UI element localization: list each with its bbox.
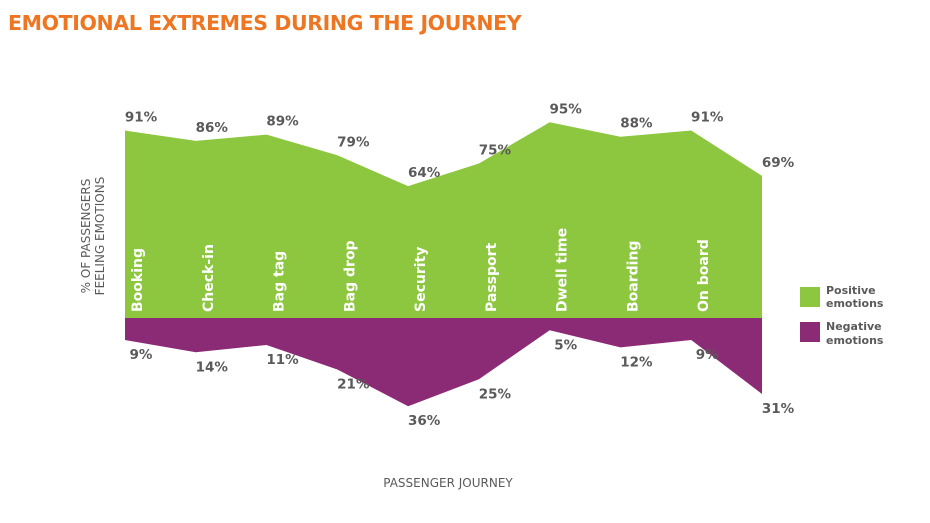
negative-value-label: 11%: [266, 352, 299, 368]
positive-value-label: 69%: [762, 155, 795, 171]
axis-labels: % OF PASSENGERS FEELING EMOTIONS PASSENG…: [79, 177, 513, 490]
stage-labels: Booking Check-in Bag tag Bag drop Security Pa…: [130, 201, 783, 312]
negative-value-label: 25%: [479, 386, 512, 402]
negative-value-label: 31%: [762, 401, 795, 417]
legend-label-positive-line-1: Positive: [826, 284, 876, 297]
positive-value-label: 86%: [196, 120, 229, 136]
chart-title: EMOTIONAL EXTREMES DURING THE JOURNEY: [8, 11, 522, 35]
positive-value-label: 91%: [125, 110, 158, 126]
legend-label-negative-line-2: emotions: [826, 334, 884, 347]
value-labels: 91% 86% 89% 79% 64% 75% 95% 88% 91% 69% 9% 14% 11% 21…: [125, 101, 795, 429]
positive-value-label: 89%: [266, 114, 299, 130]
positive-value-label: 64%: [408, 165, 441, 181]
stage-label-on-board: On board: [696, 239, 712, 312]
y-axis-label-line-1: % OF PASSENGERS: [79, 179, 93, 294]
positive-value-label: 75%: [479, 143, 512, 159]
legend-swatch-positive: [800, 287, 820, 307]
stage-label-bag-drop: Bag drop: [342, 240, 358, 312]
x-axis-label: PASSENGER JOURNEY: [383, 476, 513, 490]
stage-label-booking: Booking: [130, 248, 146, 312]
negative-value-label: 9%: [696, 347, 719, 363]
negative-value-label: 5%: [554, 337, 577, 353]
stage-label-security: Security: [413, 247, 429, 312]
negative-value-label: 12%: [620, 354, 653, 370]
negative-value-label: 14%: [196, 359, 229, 375]
stage-label-passport: Passport: [484, 242, 500, 312]
positive-value-label: 88%: [620, 116, 653, 132]
stage-label-boarding: Boarding: [625, 241, 641, 312]
negative-value-label: 21%: [337, 376, 370, 392]
area-layer: [125, 122, 762, 407]
legend-swatch-negative: [800, 322, 820, 342]
negative-value-label: 9%: [130, 347, 153, 363]
legend-label-negative-line-1: Negative: [826, 320, 882, 333]
stage-label-bag-collection: Bag collection: [767, 201, 783, 312]
positive-value-label: 95%: [550, 101, 583, 117]
negative-emotions-area: [125, 318, 762, 407]
stage-label-bag-tag: Bag tag: [272, 251, 288, 312]
stage-label-dwell-time: Dwell time: [555, 228, 571, 312]
positive-emotions-area: [125, 122, 762, 318]
positive-value-label: 79%: [337, 134, 370, 150]
y-axis-label-line-2: FEELING EMOTIONS: [93, 177, 107, 296]
legend-label-positive-line-2: emotions: [826, 297, 884, 310]
positive-value-label: 91%: [691, 110, 724, 126]
legend: Positive emotions Negative emotions: [800, 284, 884, 347]
negative-value-label: 36%: [408, 413, 441, 429]
stage-label-check-in: Check-in: [201, 244, 217, 312]
